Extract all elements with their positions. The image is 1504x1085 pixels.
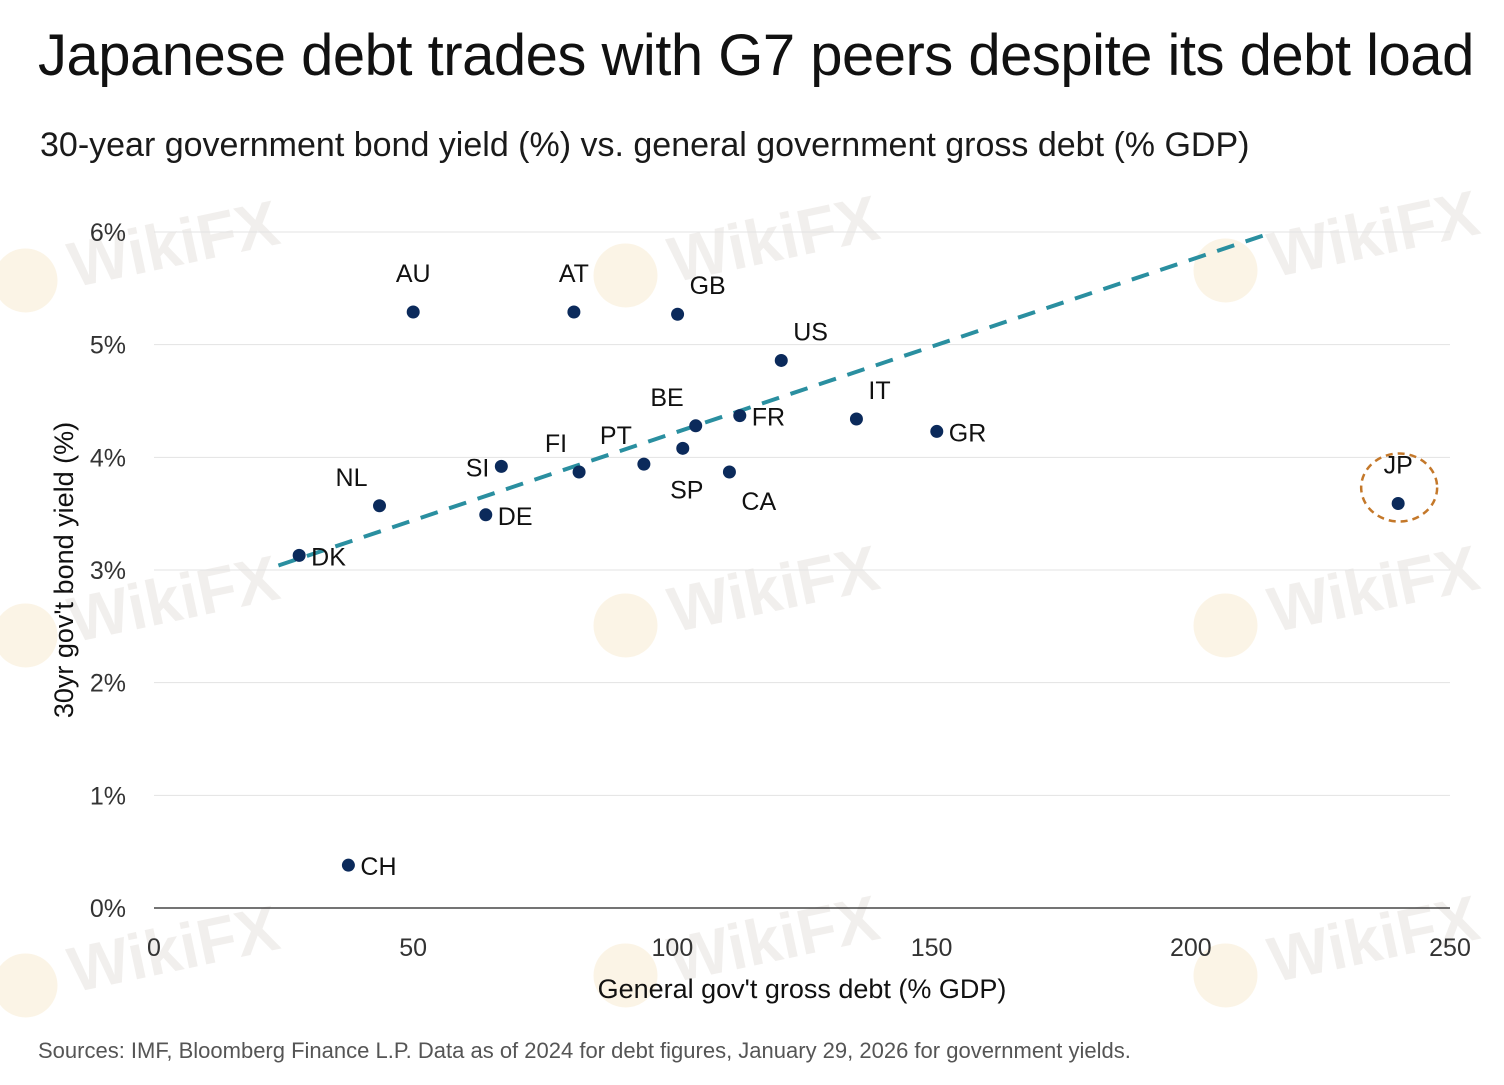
x-tick-label: 150 <box>911 934 953 962</box>
y-tick-label: 5% <box>90 332 126 360</box>
data-point-us <box>774 353 788 367</box>
x-tick-label: 200 <box>1170 934 1212 962</box>
data-point-at <box>567 305 581 319</box>
data-point-sp <box>676 441 690 455</box>
x-tick-label: 250 <box>1429 934 1471 962</box>
point-label-us: US <box>793 318 828 346</box>
data-point-be <box>689 419 703 433</box>
trendline-group <box>277 230 1275 568</box>
point-label-ca: CA <box>741 488 776 516</box>
point-label-be: BE <box>650 384 683 412</box>
point-label-gr: GR <box>949 419 987 447</box>
data-point-nl <box>373 499 387 513</box>
point-label-pt: PT <box>600 422 632 450</box>
y-tick-label: 2% <box>90 670 126 698</box>
chart-subtitle: 30-year government bond yield (%) vs. ge… <box>40 126 1250 164</box>
trendline <box>277 230 1275 568</box>
x-tick-label: 0 <box>147 934 161 962</box>
chart-title: Japanese debt trades with G7 peers despi… <box>38 23 1474 88</box>
data-point-ca <box>722 465 736 479</box>
y-tick-label: 6% <box>90 219 126 247</box>
data-point-gr <box>930 424 944 438</box>
points-group <box>292 305 1405 872</box>
point-label-gb: GB <box>690 272 726 300</box>
highlight-circle <box>1359 452 1439 523</box>
x-tick-label: 50 <box>399 934 427 962</box>
point-label-it: IT <box>868 377 890 405</box>
x-tick-label: 100 <box>652 934 694 962</box>
data-point-ch <box>341 858 355 872</box>
source-note: Sources: IMF, Bloomberg Finance L.P. Dat… <box>38 1038 1131 1063</box>
data-point-jp <box>1391 497 1405 511</box>
point-labels-group: AU AT GB US BE FR IT GR FI PT SP CA SI NL DE DK CH JP <box>311 260 1413 881</box>
data-point-dk <box>292 548 306 562</box>
axes-group: 0% 1% 2% 3% 4% 5% 6% 0 50 100 150 200 250 General gov… <box>49 219 1471 1004</box>
data-point-it <box>849 412 863 426</box>
point-label-sp: SP <box>670 476 703 504</box>
data-point-de <box>479 508 493 522</box>
point-label-fr: FR <box>752 404 785 432</box>
data-point-au <box>406 305 420 319</box>
data-point-gb <box>671 307 685 321</box>
point-label-au: AU <box>396 260 431 288</box>
data-point-fi <box>572 465 586 479</box>
data-point-pt <box>637 457 651 471</box>
point-label-nl: NL <box>336 464 368 492</box>
y-axis-title: 30yr gov't bond yield (%) <box>49 422 79 718</box>
y-tick-label: 3% <box>90 557 126 585</box>
point-label-at: AT <box>559 260 589 288</box>
point-label-jp: JP <box>1384 452 1413 480</box>
data-point-si <box>494 459 508 473</box>
y-tick-label: 4% <box>90 444 126 472</box>
point-label-de: DE <box>498 503 533 531</box>
point-label-dk: DK <box>311 543 346 571</box>
highlight-group <box>1359 452 1439 523</box>
data-point-fr <box>733 409 747 423</box>
point-label-ch: CH <box>360 853 396 881</box>
point-label-fi: FI <box>545 430 567 458</box>
gridlines <box>154 231 1450 796</box>
point-label-si: SI <box>466 454 490 482</box>
y-tick-label: 1% <box>90 782 126 810</box>
y-tick-label: 0% <box>90 895 126 923</box>
x-axis-title: General gov't gross debt (% GDP) <box>598 974 1007 1004</box>
